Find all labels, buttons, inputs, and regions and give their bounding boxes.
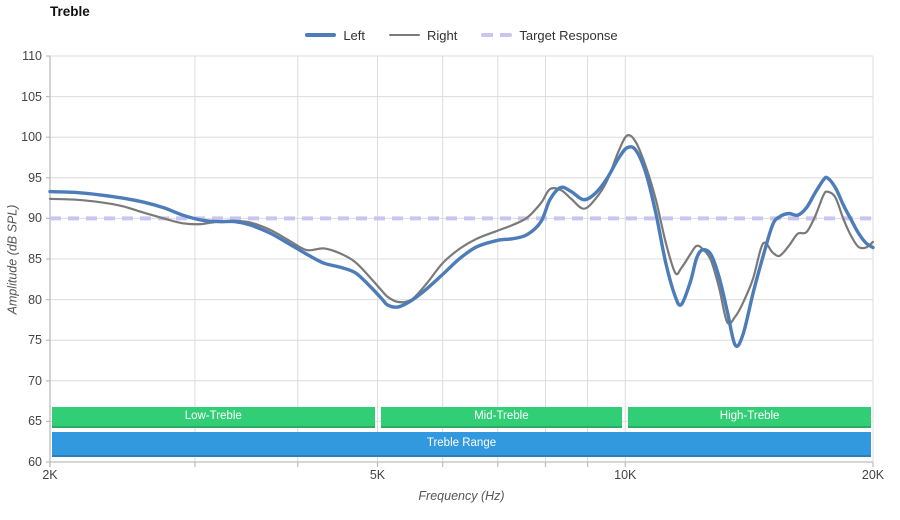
legend: Left Right Target Response xyxy=(50,25,873,45)
band-treble-range: Treble Range xyxy=(52,432,871,457)
legend-label-right: Right xyxy=(427,27,458,43)
right-line-swatch xyxy=(389,34,421,36)
legend-label-left: Left xyxy=(343,27,366,43)
legend-item-right[interactable]: Right xyxy=(389,28,457,43)
target-response-line-swatch xyxy=(481,33,513,37)
band-mid-treble: Mid-Treble xyxy=(380,407,623,428)
band-low-treble: Low-Treble xyxy=(52,407,375,428)
chart-title: Treble xyxy=(50,4,90,19)
left-curve xyxy=(48,145,875,349)
left-line-swatch xyxy=(305,33,337,37)
right-curve xyxy=(48,134,875,326)
legend-label-target-response: Target Response xyxy=(519,27,618,43)
legend-item-left[interactable]: Left xyxy=(305,28,365,43)
legend-item-target-response[interactable]: Target Response xyxy=(481,27,618,43)
band-high-treble: High-Treble xyxy=(628,407,871,428)
